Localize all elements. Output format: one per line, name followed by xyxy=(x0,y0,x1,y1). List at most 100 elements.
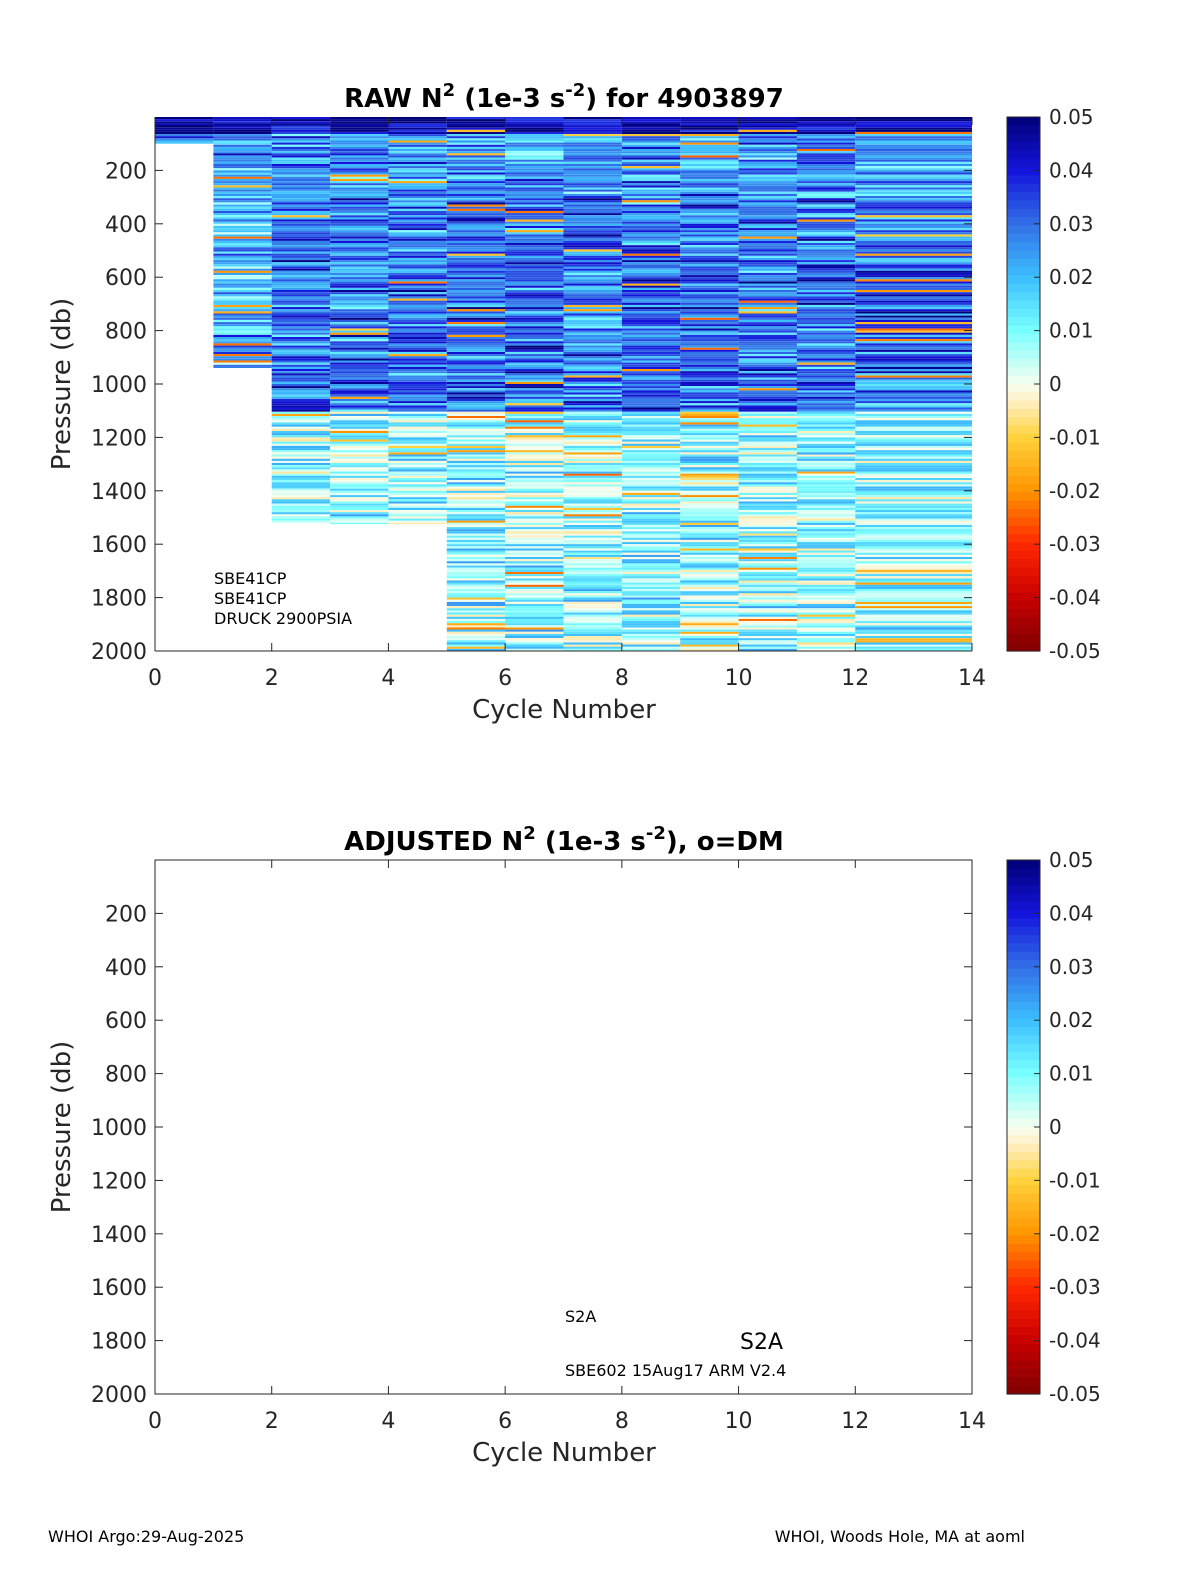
raw-heatmap-cell xyxy=(446,277,506,280)
raw-heatmap-cell xyxy=(388,136,447,139)
raw-heatmap-cell xyxy=(563,296,622,299)
raw-heatmap-cell xyxy=(680,518,739,521)
raw-heatmap-cell xyxy=(563,443,622,446)
raw-heatmap-cell xyxy=(505,132,564,135)
raw-heatmap-cell xyxy=(680,349,739,352)
raw-heatmap-cell xyxy=(388,396,447,399)
raw-heatmap-cell xyxy=(446,223,506,226)
raw-heatmap-cell xyxy=(680,441,739,444)
raw-heatmap-cell xyxy=(505,202,564,205)
raw-heatmap-cell xyxy=(680,465,739,468)
raw-heatmap-cell xyxy=(738,358,797,361)
raw-heatmap-cell xyxy=(388,516,447,519)
raw-heatmap-cell xyxy=(330,473,389,476)
raw-heatmap-cell xyxy=(796,574,856,577)
raw-heatmap-cell xyxy=(388,501,447,504)
raw-heatmap-cell xyxy=(213,134,272,137)
raw-heatmap-cell xyxy=(446,452,506,455)
raw-heatmap-cell xyxy=(621,409,681,412)
raw-heatmap-cell xyxy=(446,569,506,572)
raw-heatmap-cell xyxy=(563,354,622,357)
raw-heatmap-cell xyxy=(855,642,972,645)
adjusted-colorbar-tick-label: -0.05 xyxy=(1049,1382,1101,1406)
raw-heatmap-cell xyxy=(680,164,739,167)
raw-heatmap-cell xyxy=(563,533,622,536)
raw-heatmap-cell xyxy=(855,548,972,551)
adjusted-y-tick-label: 1800 xyxy=(91,1330,147,1355)
raw-heatmap-cell xyxy=(621,138,681,141)
raw-heatmap-cell xyxy=(855,424,972,427)
raw-heatmap-cell xyxy=(855,337,972,340)
raw-heatmap-cell xyxy=(563,292,622,295)
adjusted-colorbar-swatch xyxy=(1007,985,1040,995)
raw-heatmap-cell xyxy=(388,454,447,457)
raw-heatmap-cell xyxy=(621,251,681,254)
raw-heatmap-cell xyxy=(505,420,564,423)
raw-heatmap-cell xyxy=(446,520,506,523)
raw-heatmap-cell xyxy=(563,388,622,391)
raw-heatmap-cell xyxy=(505,260,564,263)
raw-heatmap-cell xyxy=(446,642,506,645)
raw-heatmap-cell xyxy=(505,362,564,365)
raw-heatmap-cell xyxy=(446,458,506,461)
raw-heatmap-cell xyxy=(505,627,564,630)
raw-heatmap-cell xyxy=(855,298,972,301)
raw-heatmap-cell xyxy=(388,281,447,284)
raw-heatmap-cell xyxy=(738,456,797,459)
raw-heatmap-cell xyxy=(505,582,564,585)
raw-heatmap-cell xyxy=(680,445,739,448)
raw-heatmap-cell xyxy=(271,520,331,523)
raw-heatmap-cell xyxy=(680,264,739,267)
raw-heatmap-cell xyxy=(680,183,739,186)
raw-heatmap-cell xyxy=(621,191,681,194)
raw-heatmap-cell xyxy=(855,636,972,639)
raw-heatmap-cell xyxy=(505,121,564,124)
raw-heatmap-cell xyxy=(563,260,622,263)
raw-heatmap-cell xyxy=(563,144,622,147)
raw-heatmap-cell xyxy=(330,399,389,402)
raw-heatmap-cell xyxy=(271,480,331,483)
raw-heatmap-cell xyxy=(563,170,622,173)
raw-colorbar-tick-label: -0.02 xyxy=(1049,479,1101,503)
raw-heatmap-cell xyxy=(796,326,856,329)
raw-heatmap-cell xyxy=(680,416,739,419)
raw-heatmap-cell xyxy=(796,399,856,402)
raw-heatmap-cell xyxy=(680,134,739,137)
adjusted-colorbar-swatch xyxy=(1007,1018,1040,1028)
raw-heatmap-cell xyxy=(505,181,564,184)
raw-heatmap-cell xyxy=(621,309,681,312)
raw-heatmap-cell xyxy=(213,211,272,214)
raw-heatmap-cell xyxy=(738,546,797,549)
raw-heatmap-cell xyxy=(855,172,972,175)
raw-colorbar-swatch xyxy=(1007,192,1040,202)
raw-heatmap-cell xyxy=(738,260,797,263)
raw-heatmap-cell xyxy=(738,531,797,534)
raw-heatmap-cell xyxy=(330,435,389,438)
raw-heatmap-cell xyxy=(680,586,739,589)
raw-heatmap-cell xyxy=(796,646,856,649)
raw-heatmap-cell xyxy=(796,593,856,596)
raw-heatmap-cell xyxy=(738,249,797,252)
raw-heatmap-cell xyxy=(388,356,447,359)
raw-heatmap-cell xyxy=(738,146,797,149)
raw-heatmap-cell xyxy=(271,172,331,175)
raw-heatmap-cell xyxy=(738,525,797,528)
raw-heatmap-cell xyxy=(388,153,447,156)
raw-heatmap-cell xyxy=(621,572,681,575)
raw-heatmap-cell xyxy=(738,428,797,431)
raw-heatmap-cell xyxy=(271,232,331,235)
raw-heatmap-cell xyxy=(621,144,681,147)
raw-heatmap-cell xyxy=(563,478,622,481)
raw-heatmap-cell xyxy=(505,431,564,434)
raw-heatmap-cell xyxy=(446,360,506,363)
raw-heatmap-cell xyxy=(155,138,214,141)
raw-heatmap-cell xyxy=(271,371,331,374)
raw-heatmap-cell xyxy=(855,168,972,171)
raw-heatmap-cell xyxy=(330,324,389,327)
raw-heatmap-cell xyxy=(330,520,389,523)
raw-heatmap-cell xyxy=(621,490,681,493)
raw-heatmap-cell xyxy=(855,627,972,630)
raw-heatmap-cell xyxy=(680,567,739,570)
raw-heatmap-cell xyxy=(330,294,389,297)
raw-heatmap-cell xyxy=(621,185,681,188)
